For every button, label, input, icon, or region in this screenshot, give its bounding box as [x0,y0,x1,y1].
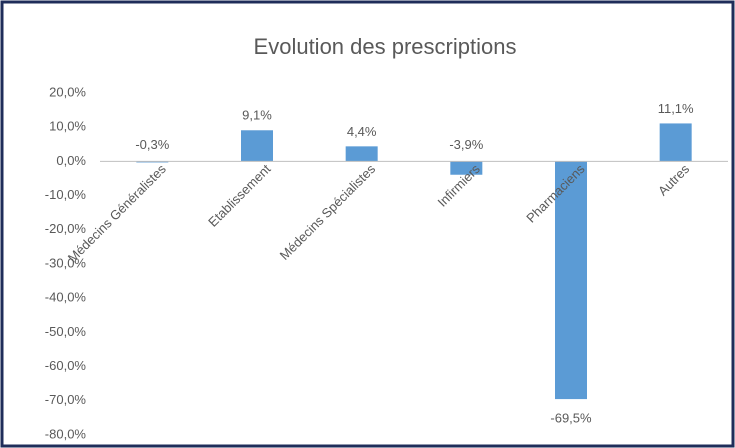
value-label: -0,3% [135,137,169,152]
bar [345,146,378,162]
y-tick-label: 10,0% [49,119,86,134]
bar [555,161,587,400]
bar [450,161,483,175]
value-label: 9,1% [242,108,272,123]
value-label: 11,1% [658,101,694,116]
y-tick-label: -70,0% [45,392,87,407]
y-tick-label: -40,0% [45,290,87,305]
bar [659,123,692,162]
chart-title: Evolution des prescriptions [254,34,517,59]
y-tick-label: 0,0% [56,153,86,168]
y-tick-label: -50,0% [45,324,87,339]
y-tick-label: 20,0% [49,84,86,99]
bar [241,130,273,162]
value-label: -69,5% [550,411,592,426]
y-tick-label: -80,0% [45,426,87,441]
y-tick-label: -10,0% [45,187,87,202]
value-label: -3,9% [449,137,483,152]
y-tick-label: -30,0% [45,255,87,270]
bar [136,161,169,163]
y-tick-label: -20,0% [45,221,87,236]
y-tick-label: -60,0% [45,358,87,373]
value-label: 4,4% [347,124,377,139]
